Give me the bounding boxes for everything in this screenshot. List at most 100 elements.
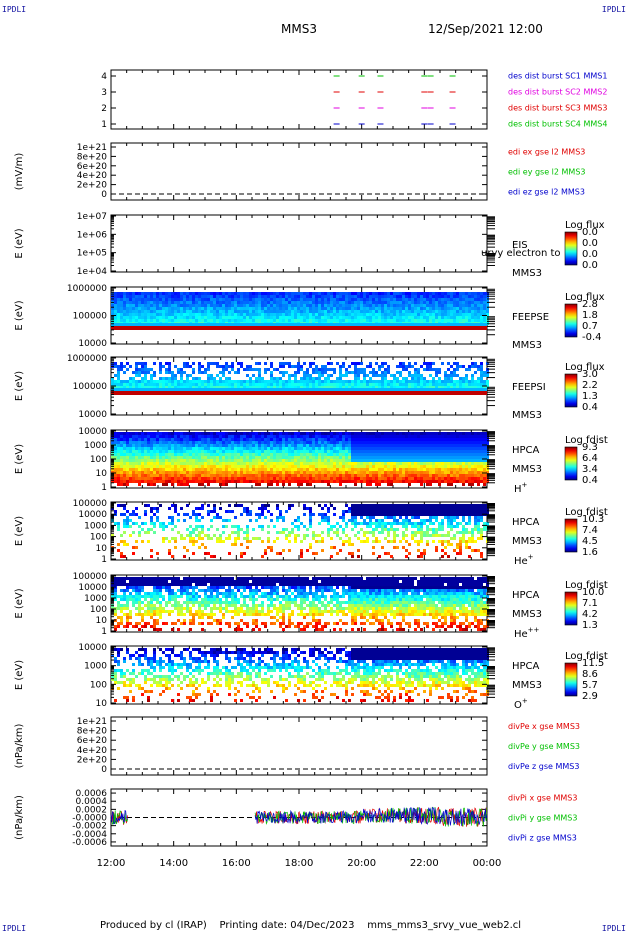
feepse-panel-cell [261,301,264,304]
hpca_h-panel-cell [342,474,345,477]
hpca_h-panel-cell [198,477,201,480]
feepsi-panel-cell [270,380,273,383]
feepsi-panel-cell [246,368,249,371]
hpca_h-panel-cell [465,441,468,444]
feepsi-panel-cell [405,380,408,383]
feepsi-panel-cell [303,371,306,374]
feepse-panel-cell [423,316,426,319]
hpca_h-panel-cell [303,471,306,474]
feepsi-panel-cell [282,362,285,365]
feepse-panel-cell [291,319,294,322]
feepse-panel-cell [471,301,474,304]
feepse-panel-cell [273,298,276,301]
feepse-panel-cell [342,301,345,304]
feepsi-panel-cell [183,383,186,386]
feepse-panel-cell [324,301,327,304]
hpca_h-panel-cell [294,435,297,438]
hpca_h-panel-cell [423,480,426,483]
feepse-panel-cell [342,319,345,322]
feepse-panel-cell [243,295,246,298]
feepsi-panel-cell [162,383,165,386]
hpca_h-panel-cell [192,453,195,456]
hpca_h-panel-cell [429,450,432,453]
hpca_h-panel-cell [144,432,147,435]
hpca_h-panel-cell [387,435,390,438]
hpca_h-panel-cell [330,468,333,471]
hpca_h-panel-cell [237,450,240,453]
feepsi-panel-cell [261,383,264,386]
hpca_h-panel-cell [414,444,417,447]
hpca_h-panel-cell [306,438,309,441]
hpca_h-panel-cell [261,444,264,447]
hpca_h-panel-cell [381,468,384,471]
feepse-panel-cell [270,319,273,322]
hpca_h-panel-cell [276,450,279,453]
feepsi-panel-cell [300,377,303,380]
hpca_h-panel-cell [153,471,156,474]
feepse-panel-cell [129,292,132,295]
feepsi-panel-cell [480,365,483,368]
hpca_h-panel-cell [201,432,204,435]
feepsi-panel-cell [249,377,252,380]
feepse-panel-cell [408,307,411,310]
feepse-panel-cell [369,319,372,322]
hpca_h-panel-cell [213,447,216,450]
hpca_h-panel-cell [141,432,144,435]
feepsi-panel-cell [162,365,165,368]
feepse-panel-cell [165,295,168,298]
hpca_h-panel-cell [408,450,411,453]
hpca_h-panel-cell [282,438,285,441]
feepse-panel-cell [183,301,186,304]
hpca_h-panel-cell [255,444,258,447]
hpca_h-panel-cell [192,471,195,474]
feepse-panel-cell [174,301,177,304]
hpca_h-panel-cell [231,465,234,468]
hpca_h-panel-cell [159,462,162,465]
hpca_h-panel-cell [456,453,459,456]
feepse-panel-cell [408,292,411,295]
hpca_h-panel-cell [348,456,351,459]
hpca_h-panel-cell [267,462,270,465]
hpca_h-panel-cell [393,450,396,453]
feepsi-panel-cell [357,368,360,371]
hpca_h-panel-cell [405,432,408,435]
hpca_h-panel-cell [294,465,297,468]
feepse-panel-cell [312,301,315,304]
hpca_h-panel-cell [333,468,336,471]
hpca_h-panel-cell [354,435,357,438]
feepsi-panel-cell [282,371,285,374]
hpca_h-panel-cell [363,438,366,441]
feepse-panel-cell [372,319,375,322]
feepse-panel-cell [159,310,162,313]
feepse-panel-cell [312,313,315,316]
hpca_h-panel-cell [450,468,453,471]
hpca_h-panel-cell [183,444,186,447]
hpca_h-panel-cell [420,441,423,444]
feepse-panel-cell [402,295,405,298]
hpca_h-panel-cell [294,447,297,450]
hpca_h-panel-cell [123,450,126,453]
hpca_h-panel-cell [342,447,345,450]
edi-panel-legend-0: edi ex gse l2 MMS3 [508,148,585,157]
feepse-panel-cell [171,310,174,313]
feepsi-panel-cell [234,383,237,386]
feepse-panel-cell [408,310,411,313]
feepse-panel-cell [219,319,222,322]
feepse-panel-cell [423,304,426,307]
hpca_h-panel-cell [288,480,291,483]
hpca_h-panel-cell [216,471,219,474]
hpca_h-panel-cell [303,450,306,453]
edi-panel-legend-1: edi ey gse l2 MMS3 [508,168,586,177]
hpca_h-panel-cell [225,468,228,471]
feepse-panel-cell [468,292,471,295]
feepsi-panel-cell [219,383,222,386]
hpca_h-panel-cell [288,483,291,486]
feepsi-panel-cell [153,386,156,389]
feepse-panel-cell [471,307,474,310]
feepse-panel-cell [384,316,387,319]
feepse-panel-cell [462,292,465,295]
hpca_h-panel-cell [222,468,225,471]
feepse-panel-cell [372,304,375,307]
hpca_h-panel-cell [351,441,354,444]
hpca_h-panel-cell [135,450,138,453]
